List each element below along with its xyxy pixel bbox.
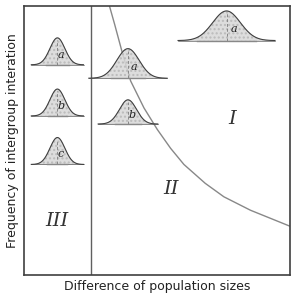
Text: a: a (130, 62, 137, 72)
Text: I: I (228, 110, 236, 128)
Text: III: III (46, 212, 69, 230)
X-axis label: Difference of population sizes: Difference of population sizes (64, 280, 250, 293)
Y-axis label: Frequency of intergroup interation: Frequency of intergroup interation (6, 33, 19, 248)
Text: a: a (230, 24, 237, 34)
Text: a: a (58, 50, 65, 60)
Text: b: b (129, 110, 136, 120)
Text: II: II (163, 180, 178, 198)
Text: c: c (58, 149, 64, 159)
Text: b: b (57, 101, 65, 111)
